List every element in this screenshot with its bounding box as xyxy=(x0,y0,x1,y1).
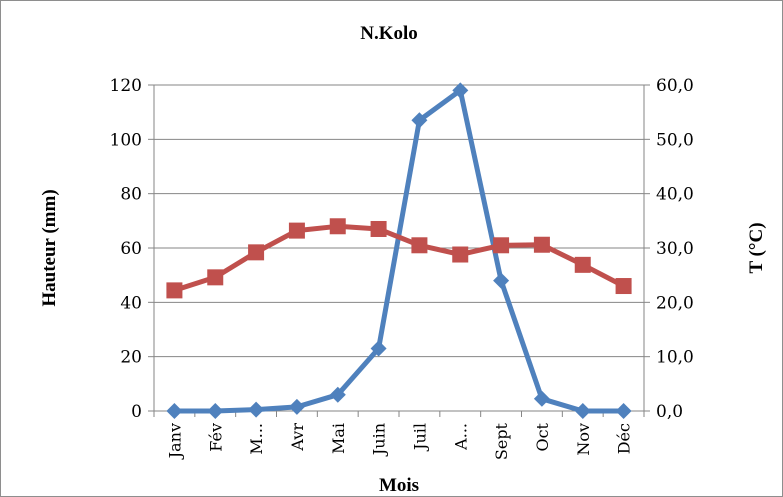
series-line xyxy=(173,223,625,293)
y2-axis-title: T (°C) xyxy=(746,222,767,273)
y-tick-label: 60 xyxy=(120,239,142,259)
axis-ticks xyxy=(148,84,650,417)
x-tick-label: Déc xyxy=(615,423,634,454)
x-tick-label: Mai xyxy=(329,423,348,454)
data-point xyxy=(533,390,550,407)
y2-tick-label: 40,0 xyxy=(656,185,694,205)
x-tick-label: A... xyxy=(451,423,470,451)
y-tick-label: 20 xyxy=(120,348,142,368)
data-point xyxy=(452,82,469,99)
data-point xyxy=(533,236,550,253)
data-point xyxy=(615,403,632,419)
y2-tick-label: 50,0 xyxy=(656,130,694,150)
data-point xyxy=(493,272,510,289)
x-tick-label: M... xyxy=(247,423,266,455)
data-point xyxy=(288,222,305,239)
data-point xyxy=(370,220,387,237)
x-tick-label: Fév xyxy=(206,423,225,452)
data-point xyxy=(574,403,591,419)
data-point xyxy=(329,386,346,403)
y2-tick-label: 20,0 xyxy=(656,293,694,313)
y2-tick-label: 30,0 xyxy=(656,239,694,259)
y-tick-label: 0 xyxy=(131,402,142,422)
tick-labels: 0 0,0 20 10,0 40 20,0 60 30,0 80 40,0 100 50,0 120 60… xyxy=(110,76,694,460)
data-point xyxy=(288,398,305,415)
x-tick-label: Sept xyxy=(492,422,511,460)
data-point xyxy=(166,282,183,299)
data-point xyxy=(207,269,224,286)
x-tick-label: Nov xyxy=(574,423,593,456)
y2-tick-label: 60,0 xyxy=(656,76,694,96)
data-point xyxy=(329,218,346,235)
x-tick-label: Avr xyxy=(288,423,307,452)
data-point xyxy=(166,403,183,419)
y-axis-title: Hauteur (mm) xyxy=(39,189,60,306)
y-tick-label: 120 xyxy=(110,76,142,96)
x-tick-label: Janv xyxy=(165,423,184,460)
series-layer xyxy=(166,82,632,419)
data-point xyxy=(370,340,387,357)
data-point xyxy=(207,403,224,419)
y2-tick-label: 0,0 xyxy=(656,402,683,422)
data-point xyxy=(452,246,469,263)
data-point xyxy=(574,256,591,273)
x-tick-label: Juin xyxy=(370,423,389,457)
data-point xyxy=(248,244,265,261)
data-point xyxy=(248,401,265,418)
chart-title: N.Kolo xyxy=(360,23,418,44)
y-tick-label: 100 xyxy=(110,130,142,150)
data-point xyxy=(411,237,428,254)
x-tick-label: Oct xyxy=(533,422,552,451)
x-tick-label: Juil xyxy=(410,423,429,452)
x-axis-title: Mois xyxy=(379,475,419,496)
data-point xyxy=(493,237,510,254)
data-point xyxy=(615,278,632,295)
y-tick-label: 40 xyxy=(120,293,142,313)
data-point xyxy=(411,112,428,129)
y-tick-label: 80 xyxy=(120,185,142,205)
y2-tick-label: 10,0 xyxy=(656,348,694,368)
